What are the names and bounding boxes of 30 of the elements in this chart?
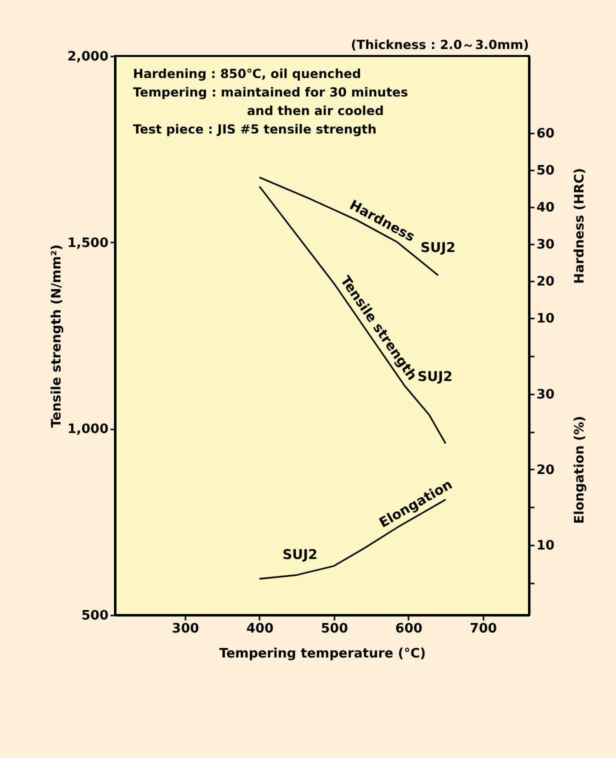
y3-tick-label: 30 — [536, 387, 555, 402]
annotation: Hardening : 850℃, oil quenched — [133, 66, 362, 81]
y3-tick-label: 20 — [536, 462, 555, 478]
x-axis-title: Tempering temperature (°C) — [219, 646, 426, 662]
y2-tick-label: 40 — [536, 200, 555, 216]
x-tick-label: 500 — [320, 622, 348, 636]
annotation: SUJ2 — [420, 240, 456, 256]
annotation: Test piece : JIS #5 tensile strength — [133, 122, 377, 136]
y-axis-title: Tensile strength (N/mm²) — [49, 244, 64, 428]
x-tick-label: 700 — [470, 622, 497, 636]
y2-tick-label: 50 — [536, 163, 555, 178]
y-tick-label: 2,000 — [67, 50, 108, 64]
x-tick-label: 400 — [246, 622, 274, 636]
y3-axis-title: Elongation (%) — [572, 416, 588, 524]
y2-tick-label: 20 — [536, 274, 555, 290]
x-tick-label: 300 — [172, 622, 200, 636]
x-tick-label: 600 — [395, 622, 422, 636]
annotation: Tempering : maintained for 30 minutes — [133, 84, 408, 100]
y2-axis-title: Hardness (HRC) — [572, 168, 588, 284]
y-tick-label: 1,000 — [67, 422, 108, 438]
annotation: SUJ2 — [417, 369, 453, 385]
annotation: and then air cooled — [247, 103, 384, 118]
chart-subtitle: (Thickness : 2.0～3.0mm) — [350, 37, 529, 52]
y-tick-label: 500 — [81, 608, 108, 624]
annotation: SUJ2 — [282, 547, 318, 563]
y-tick-label: 1,500 — [67, 236, 108, 251]
y3-tick-label: 10 — [536, 538, 555, 554]
y2-tick-label: 60 — [536, 126, 555, 142]
y2-tick-label: 10 — [536, 311, 555, 326]
y2-tick-label: 30 — [536, 237, 555, 252]
